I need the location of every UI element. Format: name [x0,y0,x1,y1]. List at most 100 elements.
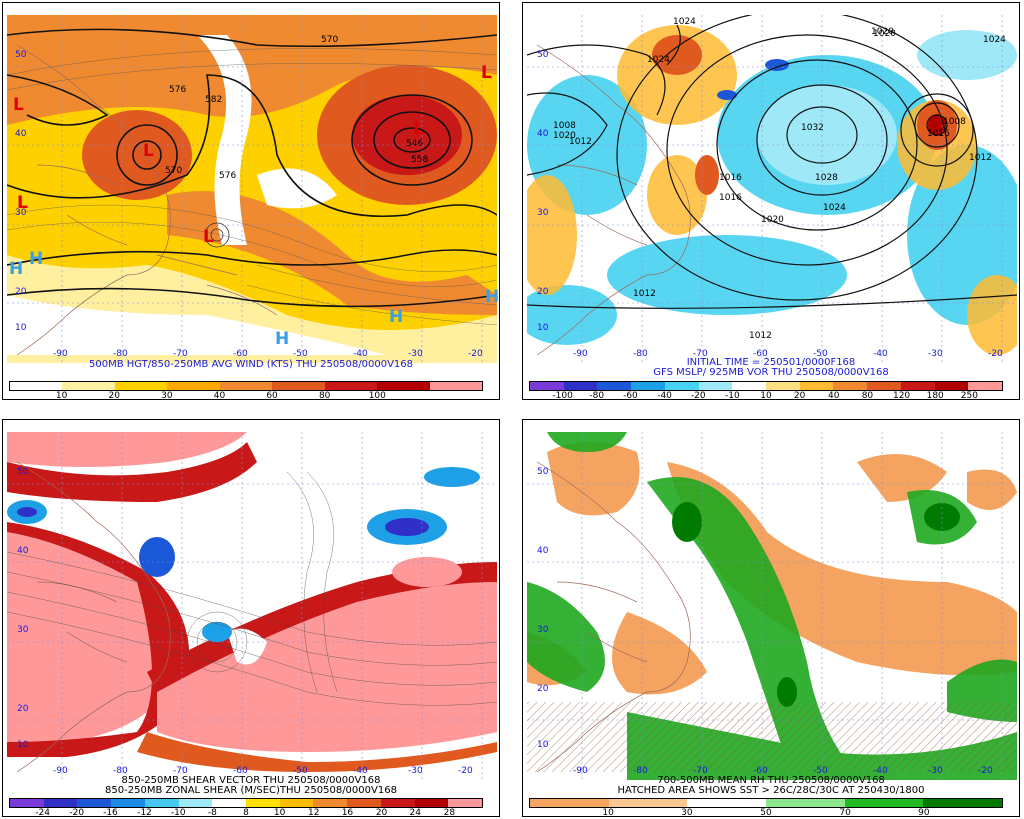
lat-label: 10 [537,323,549,333]
map-mean-rh [527,432,1017,780]
lon-label: -20 [978,766,993,776]
low-symbol: L [481,63,492,83]
sst-hatched-area [527,702,1017,772]
panel-caption-line1: 850-250MB SHEAR VECTOR THU 250508/0000V1… [121,775,381,786]
colorbar-swatch [833,382,868,390]
colorbar-tick: -24 [35,808,50,817]
colorbar-tick: -8 [207,808,217,817]
isobar-label: 1016 [719,173,742,183]
lat-label: 50 [17,467,29,477]
colorbar-swatch [844,799,924,807]
colorbar-swatch [799,382,834,390]
colorbar-swatch [324,382,378,390]
colorbar-tick: -80 [589,391,605,400]
colorbar-swatch [766,799,845,807]
colorbar-swatch [429,382,482,390]
panel-caption-line2: 850-250MB ZONAL SHEAR (M/SEC)THU 250508/… [105,785,397,796]
lat-label: 40 [537,546,549,556]
lon-label: -50 [293,349,308,359]
lat-label: 10 [15,323,27,333]
lon-label: -60 [753,766,768,776]
dry-air-regions [527,442,1017,695]
colorbar-swatch [900,382,935,390]
colorbar-swatch [77,799,112,807]
colorbar-swatch [43,799,78,807]
isobar-label: 1028 [815,173,838,183]
colorbar-swatch [10,799,44,807]
colorbar-ticks: -24 -20 -16 -12 -10 -8 8 10 12 16 20 24 … [9,808,483,817]
high-symbol: H [389,307,404,327]
weak-negative-vorticity [757,30,1017,185]
colorbar-swatch [178,799,213,807]
lat-label: 30 [537,208,549,218]
coastlines [16,44,278,356]
contour-label: 570 [165,166,183,176]
lon-label: -60 [753,349,768,359]
high-symbol: H [275,329,290,349]
colorbar-swatch [380,799,415,807]
isobar-label: 1024 [673,17,696,27]
colorbar-swatch [347,799,381,807]
colorbar-tick: 30 [681,808,693,817]
very-moist-cores [672,502,960,707]
colorbar-swatch [934,382,969,390]
colorbar-tick: 8 [243,808,249,817]
panel-mean-rh: 50 40 30 20 10 -90 -80 -70 -60 -50 -40 -… [522,419,1020,817]
lon-label: -20 [988,349,1003,359]
lon-label: -40 [873,766,888,776]
colorbar-swatch [279,799,314,807]
colorbar-tick: 50 [760,808,772,817]
lon-label: -40 [353,349,368,359]
colorbar-tick: -60 [623,391,638,400]
high-symbol: H [29,249,44,269]
isobar-label: 1020 [873,29,896,39]
colorbar-tick: 40 [213,391,226,400]
isobar-label: 1012 [969,153,992,163]
colorbar-swatch [114,382,168,390]
colorbar-tick: -20 [69,808,85,817]
lon-label: -90 [573,349,588,359]
lat-label: 50 [537,467,549,477]
colorbar-swatch [10,382,63,390]
lon-label: -80 [113,349,128,359]
colorbar-swatch [608,799,688,807]
colorbar-swatch [968,382,1003,390]
colorbar-tick: 20 [108,391,120,400]
colorbar-tick: 24 [409,808,421,817]
colorbar-tick: 180 [926,391,944,400]
colorbar-swatch [631,382,665,390]
colorbar-tick: -40 [657,391,672,400]
colorbar-swatch [687,799,767,807]
low-symbol: L [13,95,24,115]
lon-label: -30 [928,766,943,776]
lon-label: -50 [293,766,308,776]
panel-caption-line2: GFS MSLP/ 925MB VOR THU 250508/0000V168 [653,367,889,378]
colorbar-swatch [167,382,220,390]
isobar-label: 1012 [569,137,592,147]
low-symbol: L [203,227,214,247]
contour-label: 558 [411,155,429,165]
coastlines [536,44,691,356]
shear-east-core [157,582,497,752]
colorbar-ticks: -100 -80 -60 -40 -20 -10 10 20 40 80 120… [529,391,1003,400]
lon-label: -80 [633,766,648,776]
lat-label: 40 [537,129,549,139]
colorbar-tick: 28 [443,808,456,817]
colorbar-tick: 250 [960,391,978,400]
map-mslp-vorticity [527,15,1017,363]
high-symbol: H [9,259,24,279]
contour-label: 576 [169,85,187,95]
colorbar [9,381,483,391]
low-symbol: L [143,141,154,161]
colorbar-tick: 10 [602,808,614,817]
colorbar-swatch [212,799,247,807]
panel-mslp-vorticity: 50 40 30 20 10 -90 -80 -70 -60 -50 -40 -… [522,2,1020,400]
isobar-label: 1016 [927,129,950,139]
isobar-label: 1008 [943,117,966,127]
colorbar-tick: 90 [918,808,930,817]
lat-label: 50 [537,50,549,60]
colorbar [529,381,1003,391]
height-contours [7,28,497,308]
lon-label: -90 [53,349,68,359]
colorbar-tick: 120 [892,391,911,400]
